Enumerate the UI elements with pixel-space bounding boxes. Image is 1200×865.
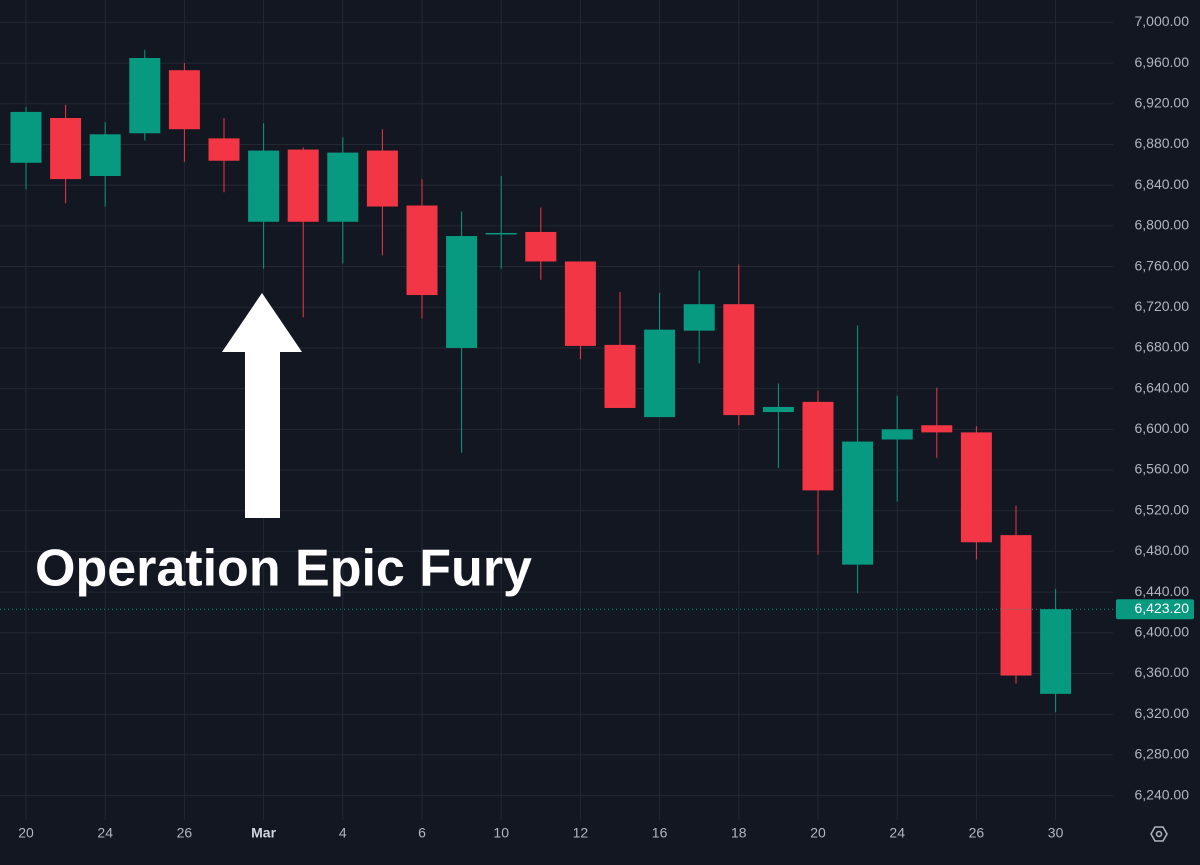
candle-body: [89, 134, 121, 177]
y-tick-label: 6,640.00: [1135, 379, 1190, 395]
x-tick-label: 4: [339, 825, 347, 841]
candle-body: [208, 138, 240, 161]
candles: [10, 49, 1072, 713]
candle-body: [644, 329, 676, 418]
candle-body: [406, 205, 438, 296]
y-tick-label: 6,520.00: [1135, 501, 1190, 517]
x-tick-label: Mar: [251, 825, 276, 841]
y-tick-label: 6,240.00: [1135, 786, 1190, 802]
y-tick-label: 6,760.00: [1135, 257, 1190, 273]
candle-body: [129, 57, 161, 134]
last-price-label: 6,423.20: [1135, 600, 1190, 616]
y-tick-label: 6,720.00: [1135, 298, 1190, 314]
y-tick-label: 6,280.00: [1135, 746, 1190, 762]
candle-body: [683, 304, 715, 331]
candle-body: [327, 152, 359, 222]
x-tick-label: 30: [1048, 825, 1064, 841]
candle-body: [50, 118, 82, 180]
x-tick-label: 20: [18, 825, 34, 841]
x-tick-label: 12: [573, 825, 589, 841]
y-tick-label: 6,800.00: [1135, 217, 1190, 233]
x-tick-label: 18: [731, 825, 747, 841]
candle-body: [485, 232, 517, 235]
y-tick-label: 6,440.00: [1135, 583, 1190, 599]
settings-center[interactable]: [1155, 830, 1163, 838]
y-tick-label: 6,560.00: [1135, 461, 1190, 477]
candle-body: [1000, 535, 1032, 676]
candle-body: [168, 70, 200, 130]
candle-body: [366, 150, 398, 207]
y-tick-label: 6,960.00: [1135, 54, 1190, 70]
candle-body: [248, 150, 280, 222]
y-tick-label: 6,480.00: [1135, 542, 1190, 558]
y-tick-label: 6,320.00: [1135, 705, 1190, 721]
candle-body: [842, 441, 874, 565]
annotation: Operation Epic Fury: [35, 540, 532, 598]
candle-body: [1040, 609, 1072, 694]
candle-body: [10, 111, 42, 163]
y-tick-label: 6,360.00: [1135, 664, 1190, 680]
settings-gear[interactable]: [1150, 826, 1168, 842]
settings-icon[interactable]: [1150, 826, 1168, 842]
y-tick-label: 6,600.00: [1135, 420, 1190, 436]
candle-body: [564, 261, 596, 346]
candle-body: [525, 231, 557, 262]
candle-body: [802, 401, 834, 491]
candle-body: [921, 425, 953, 433]
x-tick-label: 26: [177, 825, 193, 841]
y-tick-label: 6,880.00: [1135, 135, 1190, 151]
x-tick-label: 20: [810, 825, 826, 841]
candle-body: [960, 432, 992, 543]
x-tick-label: 6: [418, 825, 426, 841]
last-price-box: [1116, 599, 1194, 620]
candle-body: [762, 406, 794, 413]
y-tick-label: 6,920.00: [1135, 94, 1190, 110]
candle-body: [881, 429, 913, 440]
y-tick-label: 6,840.00: [1135, 176, 1190, 192]
y-tick-label: 7,000.00: [1135, 13, 1190, 29]
candle-body: [446, 236, 478, 348]
x-tick-label: 24: [97, 825, 113, 841]
arrow: [222, 293, 302, 518]
grid: [0, 0, 1113, 820]
y-tick-label: 6,680.00: [1135, 339, 1190, 355]
candle-body: [287, 149, 319, 222]
x-tick-label: 24: [889, 825, 905, 841]
x-tick-label: 26: [969, 825, 985, 841]
candle-body: [604, 344, 636, 408]
candle-body: [723, 304, 755, 416]
x-tick-label: 16: [652, 825, 668, 841]
y-tick-label: 6,400.00: [1135, 624, 1190, 640]
x-tick-label: 10: [493, 825, 509, 841]
